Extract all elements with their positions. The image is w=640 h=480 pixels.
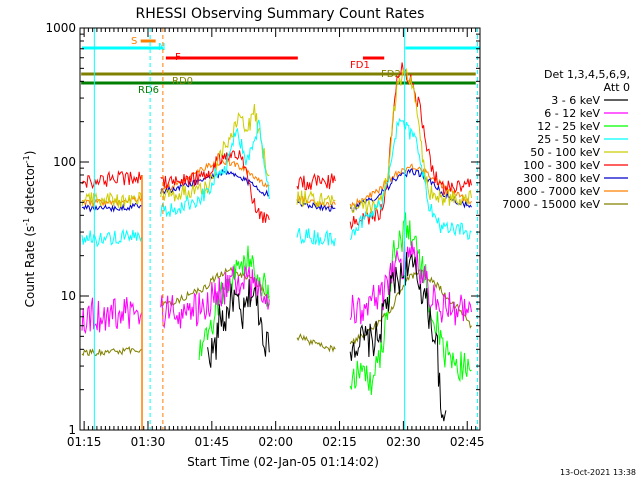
series-50-100-kev xyxy=(81,67,472,215)
series-line xyxy=(160,266,270,308)
y-axis-label: Count Rate (s-1 detector-1) xyxy=(22,151,37,308)
x-axis: 01:15 01:30 01:45 02:00 02:15 02:30 02:45 xyxy=(67,28,485,449)
y-axis-label-sup-1: -1 xyxy=(22,218,31,226)
legend-label: 300 - 800 keV xyxy=(523,172,600,185)
series-line xyxy=(198,245,270,361)
series-line xyxy=(160,150,270,224)
series-line xyxy=(349,252,447,422)
x-tick-label: 01:30 xyxy=(131,435,166,449)
y-tick-label: 100 xyxy=(53,155,76,169)
x-tick-label: 02:00 xyxy=(258,435,293,449)
y-axis-label-end: ) xyxy=(23,151,37,156)
annotation-n: N xyxy=(158,42,165,53)
y-axis-label-mid: detector xyxy=(23,163,37,218)
x-tick-label: 02:45 xyxy=(450,435,485,449)
y-tick-label: 1 xyxy=(68,423,76,437)
series-line xyxy=(349,117,472,240)
legend-label: 6 - 12 keV xyxy=(544,107,600,120)
legend-label: 50 - 100 keV xyxy=(530,146,600,159)
series-line xyxy=(160,103,270,202)
x-tick-label: 01:45 xyxy=(195,435,230,449)
series-line xyxy=(349,269,472,345)
annotation-fd1: FD1 xyxy=(350,60,370,71)
y-tick-label: 10 xyxy=(61,289,76,303)
annotation-rd6: RD6 xyxy=(138,85,159,96)
y-axis-label-sup-2: -1 xyxy=(22,155,31,163)
legend-label: 7000 - 15000 keV xyxy=(502,198,600,211)
legend-label: 3 - 6 keV xyxy=(551,94,600,107)
series-line xyxy=(81,297,143,335)
observation-spans: S NF FD1 FD2 RD0 RD6 xyxy=(81,36,480,96)
series-line xyxy=(160,264,270,329)
series-line xyxy=(296,333,336,353)
series-800-7000-kev xyxy=(81,157,472,209)
legend-title-2: Att 0 xyxy=(604,81,630,94)
series-300-800-kev xyxy=(81,167,472,213)
series-6-12-kev xyxy=(81,240,472,335)
series-3-6-kev xyxy=(207,252,447,422)
series-line xyxy=(160,119,270,218)
legend-label: 100 - 300 keV xyxy=(523,159,600,172)
event-markers xyxy=(93,28,478,430)
annotation-f: F xyxy=(175,52,181,63)
legend-label: 12 - 25 keV xyxy=(537,120,600,133)
annotation-s: S xyxy=(131,36,137,47)
legend-label: 25 - 50 keV xyxy=(537,133,600,146)
y-tick-label: 1000 xyxy=(45,21,76,35)
series-line xyxy=(81,191,143,208)
series-line xyxy=(296,228,336,247)
x-tick-label: 02:15 xyxy=(322,435,357,449)
series-line xyxy=(81,346,142,357)
x-tick-label: 02:30 xyxy=(386,435,421,449)
series-layer xyxy=(81,62,472,422)
x-axis-label: Start Time (02-Jan-05 01:14:02) xyxy=(187,455,379,469)
series-line xyxy=(81,202,142,213)
annotation-fd2: FD2 xyxy=(381,69,401,80)
series-line xyxy=(296,199,336,212)
series-line xyxy=(296,190,336,209)
series-line xyxy=(296,172,336,191)
y-axis-label-main: Count Rate (s xyxy=(23,226,37,308)
footer-timestamp: 13-Oct-2021 13:38 xyxy=(560,468,636,477)
series-line xyxy=(207,279,270,368)
series-line xyxy=(349,167,472,213)
series-line xyxy=(81,228,143,248)
x-tick-label: 01:15 xyxy=(67,435,102,449)
legend-title-1: Det 1,3,4,5,6,9, xyxy=(544,68,630,81)
chart-title: RHESSI Observing Summary Count Rates xyxy=(136,6,425,22)
series-line xyxy=(81,169,143,190)
series-7000-15000-kev xyxy=(81,266,472,357)
series-25-50-kev xyxy=(81,117,472,248)
y-axis: 1 10 100 1000 xyxy=(45,21,480,437)
legend-label: 800 - 7000 keV xyxy=(516,185,600,198)
annotation-rd0: RD0 xyxy=(172,76,193,87)
series-line xyxy=(349,240,472,326)
series-line xyxy=(349,67,472,215)
